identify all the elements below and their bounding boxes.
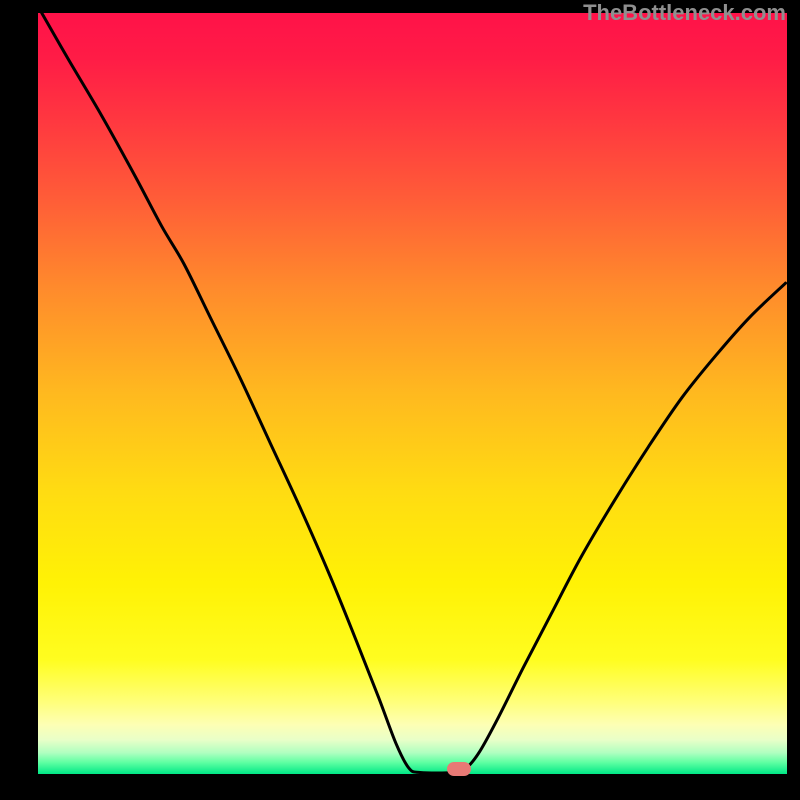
gradient-background (38, 13, 787, 774)
bottleneck-marker (447, 762, 471, 776)
chart-container: TheBottleneck.com (0, 0, 800, 800)
watermark-text: TheBottleneck.com (583, 0, 786, 26)
gradient-plot-area (38, 13, 787, 774)
